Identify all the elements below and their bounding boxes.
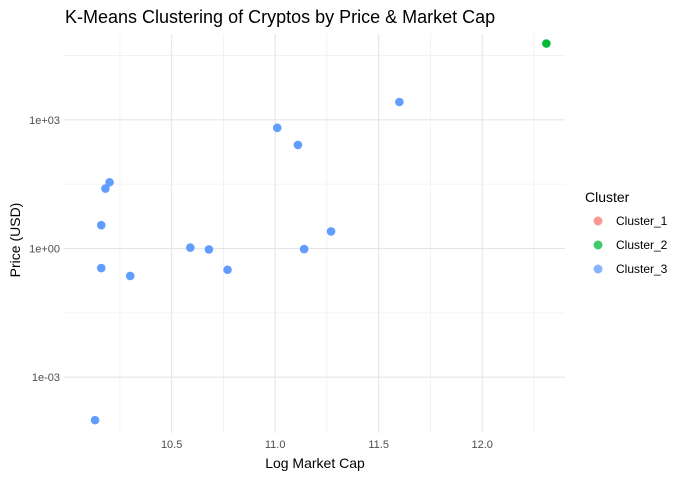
x-tick-label: 10.5 [161,439,182,451]
legend-label: Cluster_3 [616,262,668,276]
data-point-cluster-3 [395,97,404,107]
x-tick-label: 11.0 [265,439,286,451]
data-point-cluster-3 [299,244,309,254]
x-tick-label: 11.5 [368,439,389,451]
chart-title: K-Means Clustering of Cryptos by Price &… [65,7,495,27]
data-point-cluster-3 [105,177,114,187]
legend-key-cluster-3 [593,264,603,274]
data-point-cluster-3 [96,263,106,273]
data-point-cluster-3 [185,243,195,252]
data-points [90,39,551,425]
legend: Cluster Cluster_1 Cluster_2 Cluster_3 [585,189,668,276]
grid [64,34,565,433]
y-tick-label: 1e+03 [29,115,60,127]
y-axis-title: Price (USD) [7,203,23,278]
axis-ticks: 10.5 11.0 11.5 12.0 1e-03 1e+00 1e+03 [29,115,493,451]
x-tick-label: 12.0 [471,439,492,451]
y-tick-label: 1e+00 [29,244,60,256]
legend-key-cluster-2 [593,240,603,250]
data-point-cluster-3 [204,245,214,254]
legend-key-cluster-1 [593,216,603,226]
data-point-cluster-2 [542,39,551,48]
legend-label: Cluster_1 [616,214,668,228]
data-point-cluster-3 [90,415,100,425]
data-point-cluster-3 [125,271,135,281]
data-point-cluster-3 [101,184,110,193]
data-point-cluster-3 [326,227,336,236]
data-point-cluster-3 [293,140,303,150]
x-axis-title: Log Market Cap [265,455,365,471]
data-point-cluster-3 [96,220,106,230]
legend-label: Cluster_2 [616,238,668,252]
data-point-cluster-3 [272,123,282,133]
y-tick-label: 1e-03 [32,372,60,384]
data-point-cluster-3 [223,265,232,275]
legend-title: Cluster [585,189,630,205]
